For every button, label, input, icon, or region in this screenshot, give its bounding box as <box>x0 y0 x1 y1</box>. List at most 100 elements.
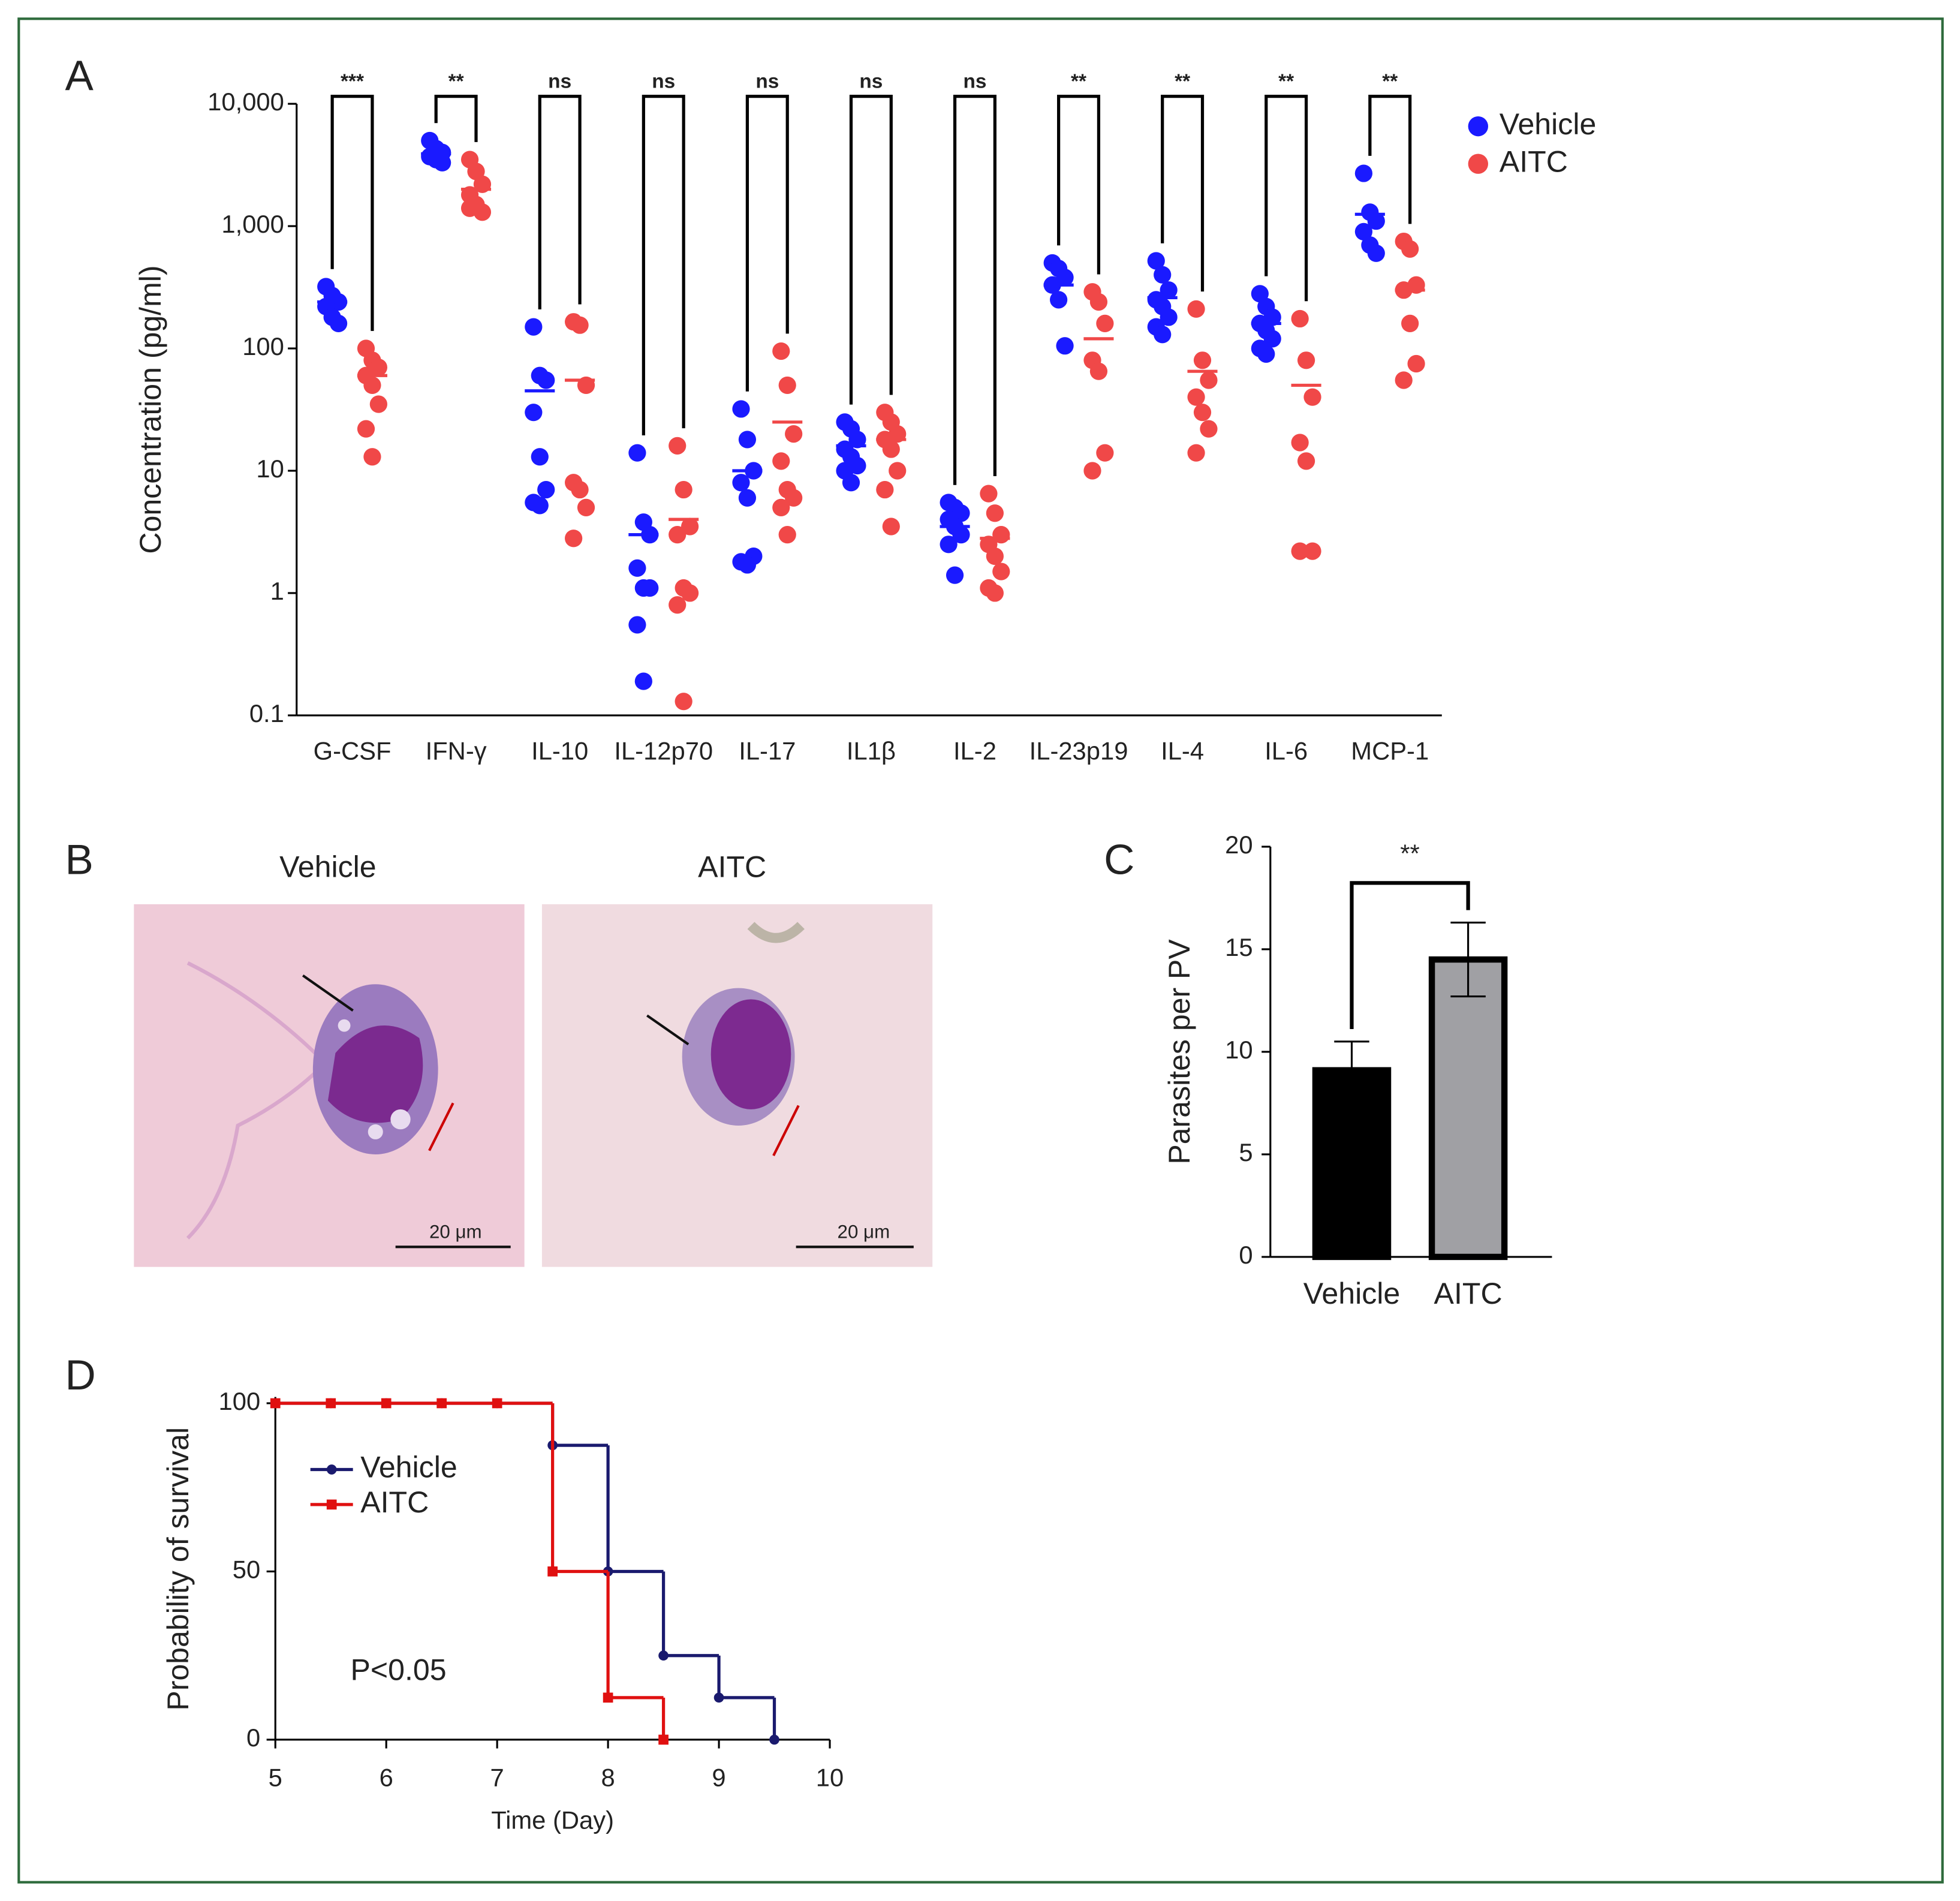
legend-label: AITC <box>360 1485 429 1519</box>
data-point <box>1089 293 1108 311</box>
data-point <box>778 376 796 395</box>
error-bar <box>1450 921 1486 998</box>
y-axis-label: Probability of survival <box>161 1427 195 1711</box>
data-point <box>1147 252 1165 270</box>
data-point <box>363 448 381 466</box>
significance-label: ** <box>1278 70 1294 92</box>
data-point <box>732 474 750 492</box>
x-tick-label: IL-23p19 <box>1029 737 1128 765</box>
data-point <box>525 318 543 336</box>
data-point <box>1187 388 1205 406</box>
data-point <box>889 462 907 480</box>
data-point <box>882 518 900 536</box>
y-tick-label: 100 <box>219 1387 261 1415</box>
y-tick-label: 1 <box>270 577 284 605</box>
significance-label: ns <box>963 70 986 92</box>
significance-label: ** <box>1382 70 1398 92</box>
significance-bracket <box>1161 94 1205 292</box>
data-point <box>732 400 750 418</box>
x-tick-label: IL-17 <box>739 737 796 765</box>
significance-label: ** <box>1400 840 1419 868</box>
data-point <box>940 536 958 554</box>
data-point <box>1263 330 1281 348</box>
data-point <box>1089 362 1108 380</box>
legend-label: Vehicle <box>1500 107 1597 141</box>
x-tick-label: IL-2 <box>953 737 996 765</box>
data-point <box>675 693 693 711</box>
data-point <box>669 437 687 455</box>
data-point <box>634 672 652 690</box>
data-point <box>492 1398 502 1409</box>
significance-label: *** <box>341 70 364 92</box>
data-point <box>986 584 1004 602</box>
y-tick-label: 20 <box>1225 831 1253 859</box>
data-point <box>436 1398 447 1409</box>
data-point <box>628 559 646 577</box>
x-tick-label: IFN-γ <box>426 737 487 765</box>
data-point <box>1297 351 1315 369</box>
data-point <box>1401 240 1419 258</box>
data-point <box>603 1692 613 1703</box>
x-tick-label: 8 <box>601 1764 615 1792</box>
data-point <box>1401 314 1419 332</box>
legend-label: AITC <box>1500 145 1568 178</box>
data-point <box>946 566 964 584</box>
data-point <box>1354 164 1373 182</box>
y-tick-label: 100 <box>242 332 284 360</box>
data-point <box>772 498 790 516</box>
significance-bracket <box>538 94 582 309</box>
x-tick-label: AITC <box>1434 1277 1503 1310</box>
x-axis-label: Time (Day) <box>491 1806 614 1834</box>
data-point <box>785 425 803 443</box>
image-title: AITC <box>698 850 766 884</box>
data-point <box>1154 266 1172 284</box>
significance-label: ns <box>548 70 571 92</box>
data-point <box>876 480 894 499</box>
data-point <box>1200 371 1218 389</box>
data-point <box>641 579 659 597</box>
panel-label: C <box>1104 837 1134 884</box>
micrograph <box>134 904 525 1267</box>
significance-label: ** <box>448 70 464 92</box>
data-point <box>772 452 790 470</box>
significance-bracket <box>1350 881 1470 1029</box>
data-point <box>658 1650 669 1661</box>
panel-label: D <box>65 1352 96 1399</box>
data-point <box>270 1398 281 1409</box>
data-point <box>1303 542 1321 560</box>
data-point <box>738 489 757 507</box>
legend-marker <box>1468 154 1489 174</box>
panel-label: A <box>65 52 94 100</box>
data-point <box>433 154 451 172</box>
y-axis-label: Concentration (pg/ml) <box>134 265 167 554</box>
data-point <box>628 616 646 634</box>
data-point <box>842 474 860 492</box>
data-point <box>669 526 687 544</box>
x-tick-label: 6 <box>380 1764 393 1792</box>
data-point <box>571 316 589 334</box>
data-point <box>769 1734 779 1745</box>
significance-bracket <box>330 94 374 331</box>
image-title: Vehicle <box>279 850 377 884</box>
data-point <box>658 1734 669 1745</box>
data-point <box>1200 420 1218 438</box>
data-point <box>537 480 555 499</box>
data-point <box>369 395 387 413</box>
data-point <box>1154 326 1172 344</box>
scale-bar-label: 20 μm <box>838 1222 890 1243</box>
data-point <box>1193 351 1212 369</box>
y-tick-label: 10,000 <box>207 88 284 116</box>
data-point <box>1050 291 1068 309</box>
legend-marker <box>326 1464 337 1475</box>
y-tick-label: 0 <box>246 1723 260 1752</box>
data-point <box>357 420 375 438</box>
data-point <box>992 563 1010 580</box>
data-point <box>1297 452 1315 470</box>
data-point <box>713 1692 724 1703</box>
data-point <box>848 431 866 449</box>
data-point <box>1395 371 1413 389</box>
x-tick-label: IL1β <box>847 737 896 765</box>
panel-label: B <box>65 837 94 884</box>
y-tick-label: 10 <box>1225 1036 1253 1064</box>
data-point <box>738 556 757 574</box>
